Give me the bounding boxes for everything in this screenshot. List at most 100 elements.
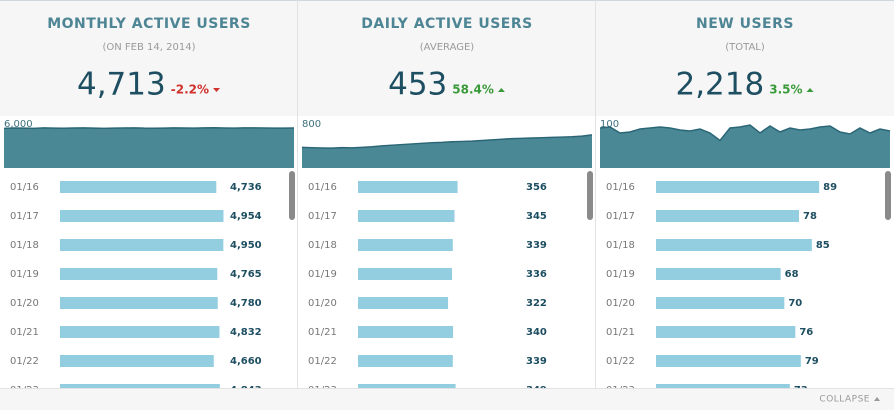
row-value: 4,780	[230, 298, 262, 309]
header-bg	[0, 0, 894, 116]
row-bar	[656, 355, 801, 367]
panel-title: MONTHLY ACTIVE USERS	[47, 16, 251, 32]
row-value: 345	[526, 211, 547, 222]
row-value: 4,736	[230, 182, 262, 193]
row-bar	[358, 297, 449, 309]
lists: 01/16 4,736 01/17 4,954 01/18 4,950 01/19 4,765…	[10, 181, 837, 396]
row-date: 01/18	[10, 240, 39, 251]
scrollbar	[587, 171, 593, 220]
panel-title: DAILY ACTIVE USERS	[361, 16, 532, 32]
row-value: 322	[526, 298, 547, 309]
row-value: 4,843	[230, 385, 262, 396]
scrollbar	[289, 171, 295, 220]
row-date: 01/16	[10, 182, 39, 193]
row-bar	[60, 181, 217, 193]
row-date: 01/22	[308, 356, 337, 367]
row-bar	[656, 181, 820, 193]
row-date: 01/22	[606, 356, 635, 367]
sparkline-area	[600, 125, 890, 168]
row-date: 01/17	[10, 211, 39, 222]
change-icon	[497, 88, 505, 92]
sparkline-line	[599, 124, 891, 142]
row-date: 01/21	[606, 327, 635, 338]
row-date: 01/23	[10, 385, 39, 396]
row-date: 01/16	[606, 182, 635, 193]
row-value: 339	[526, 240, 547, 251]
collapse-button[interactable]: COLLAPSE	[819, 395, 870, 405]
row-date: 01/16	[308, 182, 337, 193]
row-value: 70	[788, 298, 802, 309]
row-bar	[60, 355, 214, 367]
sparkline-max-label: 800	[302, 119, 321, 130]
change: 3.5%	[769, 83, 802, 97]
row-date: 01/20	[606, 298, 635, 309]
row-date: 01/22	[10, 356, 39, 367]
row-date: 01/20	[10, 298, 39, 309]
row-value: 339	[526, 356, 547, 367]
row-date: 01/18	[308, 240, 337, 251]
row-date: 01/19	[308, 269, 337, 280]
panel-subtitle: (AVERAGE)	[420, 42, 475, 53]
row-bar	[656, 268, 781, 280]
sparkline-line	[3, 126, 295, 130]
big-number: 453	[388, 67, 447, 103]
row-value: 78	[803, 211, 817, 222]
row-date: 01/21	[308, 327, 337, 338]
panel-title: NEW USERS	[696, 16, 794, 32]
panel-subtitle: (TOTAL)	[725, 42, 765, 53]
row-date: 01/23	[606, 385, 635, 396]
sparkline-line	[301, 134, 593, 149]
row-value: 79	[805, 356, 819, 367]
sparkline-max-label: 100	[600, 119, 619, 130]
row-value: 336	[526, 269, 547, 280]
sparkline-area	[4, 127, 294, 168]
row-date: 01/19	[10, 269, 39, 280]
big-number: 4,713	[77, 67, 166, 103]
row-value: 4,660	[230, 356, 262, 367]
row-bar	[656, 297, 785, 309]
row-value: 85	[816, 240, 830, 251]
panel-subtitle: (ON FEB 14, 2014)	[103, 42, 196, 53]
big-number: 2,218	[675, 67, 764, 103]
row-value: 356	[526, 182, 547, 193]
change-icon	[213, 88, 221, 92]
row-bar	[60, 239, 224, 251]
row-bar	[358, 210, 455, 222]
row-date: 01/17	[606, 211, 635, 222]
sparkline-area	[302, 134, 592, 168]
change-icon	[806, 88, 814, 92]
row-bar	[656, 326, 796, 338]
row-bar	[656, 210, 799, 222]
row-bar	[60, 326, 220, 338]
footer-bg	[0, 388, 894, 410]
sparkline-max-label: 6,000	[4, 119, 33, 130]
collapse-icon	[874, 397, 880, 401]
row-bar	[656, 384, 790, 388]
row-date: 01/19	[606, 269, 635, 280]
row-bar	[60, 268, 218, 280]
row-bar	[358, 355, 453, 367]
row-bar	[358, 326, 454, 338]
change: -2.2%	[171, 83, 209, 97]
row-date: 01/21	[10, 327, 39, 338]
row-bar	[656, 239, 812, 251]
row-bar	[60, 297, 218, 309]
row-value: 4,765	[230, 269, 262, 280]
row-value: 76	[799, 327, 813, 338]
row-date: 01/20	[308, 298, 337, 309]
row-bar	[60, 384, 220, 388]
row-value: 68	[785, 269, 799, 280]
row-bar	[358, 384, 456, 388]
row-value: 4,954	[230, 211, 262, 222]
row-value: 4,950	[230, 240, 262, 251]
row-bar	[358, 239, 453, 251]
row-bar	[60, 210, 224, 222]
row-date: 01/18	[606, 240, 635, 251]
row-value: 4,832	[230, 327, 262, 338]
change: 58.4%	[452, 83, 494, 97]
row-value: 73	[794, 385, 808, 396]
scrollbar	[885, 171, 891, 220]
row-bar	[358, 268, 452, 280]
row-bar	[358, 181, 458, 193]
